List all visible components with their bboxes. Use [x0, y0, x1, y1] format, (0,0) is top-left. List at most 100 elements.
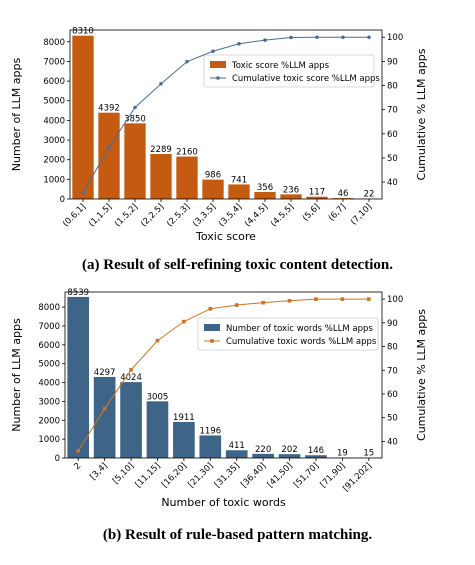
bar-1 — [93, 376, 116, 458]
x-tick-label: (1,1.5] — [87, 202, 114, 229]
legend-swatch-bar — [210, 61, 226, 68]
y-axis-label: Number of LLM apps — [10, 58, 23, 172]
y-tick-label: 4000 — [43, 116, 65, 126]
bar-2 — [124, 123, 146, 199]
data-label-3: 3005 — [147, 392, 169, 402]
y-tick-label: 3000 — [38, 397, 60, 407]
data-label-4: 2160 — [176, 148, 198, 158]
bar-2 — [120, 382, 142, 458]
bar-5 — [202, 179, 224, 199]
y-tick-label: 1000 — [43, 175, 65, 185]
data-label-8: 202 — [281, 445, 297, 455]
cumulative-point-11 — [367, 35, 371, 40]
legend-label-line: Cumulative toxic words %LLM apps — [226, 337, 377, 347]
legend-box — [203, 54, 375, 88]
cumulative-point-5 — [211, 49, 215, 54]
y2-axis-label: Cumulative % LLM apps — [415, 48, 428, 180]
y2-tick-label: 70 — [387, 366, 398, 376]
y-tick-label: 7000 — [38, 322, 60, 332]
cumulative-point-2 — [133, 105, 137, 110]
cumulative-point-6 — [234, 303, 239, 307]
cumulative-line — [82, 36, 369, 193]
y-axis-label: Number of LLM apps — [10, 318, 23, 432]
y2-tick-label: 80 — [387, 82, 398, 92]
cumulative-point-1 — [107, 145, 111, 150]
data-label-1: 4392 — [98, 104, 120, 114]
legend-label-bar: Toxic score %LLM apps — [231, 61, 330, 71]
y2-tick-label: 40 — [387, 437, 398, 447]
data-label-6: 741 — [231, 175, 247, 185]
data-label-5: 1196 — [199, 426, 221, 436]
bar-0 — [72, 35, 94, 199]
data-label-1: 4297 — [94, 368, 116, 378]
x-tick-label: [91,202] — [341, 461, 374, 494]
data-label-7: 356 — [257, 183, 273, 193]
cumulative-point-10 — [341, 35, 345, 40]
x-tick-label: [16,20] — [160, 461, 189, 490]
y-tick-label: 7000 — [43, 57, 65, 67]
bar-5 — [199, 435, 222, 458]
bar-1 — [98, 112, 120, 199]
y-tick-label: 8000 — [43, 38, 65, 48]
x-tick-label: [11,15] — [134, 461, 163, 490]
y2-tick-label: 50 — [387, 154, 398, 164]
y-tick-label: 3000 — [43, 136, 65, 146]
x-tick-label: (5,6] — [301, 202, 322, 223]
bar-4 — [176, 156, 198, 199]
x-axis-label: Toxic score — [195, 230, 256, 243]
cumulative-point-11 — [366, 297, 371, 301]
plot-frame — [64, 291, 383, 459]
x-tick-label: (4,4.5] — [243, 202, 270, 229]
caption-a: (a) Result of self-refining toxic conten… — [82, 257, 393, 273]
y2-tick-label: 90 — [387, 319, 398, 329]
x-tick-label: [51,70] — [292, 461, 321, 490]
cumulative-point-0 — [76, 449, 81, 453]
y2-tick-label: 60 — [387, 130, 398, 140]
cumulative-line — [77, 298, 369, 452]
data-label-10: 46 — [338, 189, 349, 199]
cumulative-point-2 — [129, 367, 133, 372]
bar-7 — [254, 192, 276, 199]
cumulative-point-9 — [314, 297, 318, 301]
legend-marker — [216, 76, 220, 80]
bar-3 — [150, 154, 172, 199]
data-label-9: 146 — [308, 446, 324, 456]
y2-tick-label: 40 — [387, 178, 398, 188]
cumulative-point-3 — [159, 82, 163, 86]
bar-8 — [280, 194, 302, 199]
data-label-2: 3850 — [124, 114, 146, 124]
x-tick-label: [21,30] — [186, 461, 215, 490]
bar-3 — [146, 401, 169, 458]
y2-tick-label: 90 — [387, 57, 398, 67]
x-tick-label: 2 — [72, 461, 83, 472]
x-tick-label: (0.6,1] — [61, 202, 88, 229]
bar-6 — [228, 184, 250, 199]
legend-label-line: Cumulative toxic score %LLM apps — [232, 74, 380, 84]
data-label-0: 8539 — [67, 288, 89, 298]
y-tick-label: 5000 — [38, 360, 60, 370]
y-tick-label: 6000 — [43, 77, 65, 87]
data-label-11: 22 — [364, 190, 375, 200]
data-label-8: 236 — [283, 185, 299, 195]
y2-tick-label: 100 — [387, 295, 403, 305]
data-label-11: 15 — [363, 449, 374, 459]
cumulative-point-7 — [261, 300, 265, 305]
y-tick-label: 6000 — [38, 341, 60, 351]
bar-4 — [173, 421, 195, 458]
y-tick-label: 2000 — [43, 156, 65, 166]
x-tick-label: (2,2.5] — [139, 202, 166, 229]
y-tick-label: 0 — [60, 195, 65, 205]
cumulative-point-5 — [208, 307, 213, 311]
y-tick-label: 5000 — [43, 97, 65, 107]
cumulative-point-7 — [263, 38, 267, 42]
bar-8 — [278, 454, 301, 458]
data-label-7: 220 — [255, 445, 271, 455]
y2-tick-label: 70 — [387, 106, 398, 116]
bar-6 — [225, 450, 248, 458]
bar-9 — [306, 196, 328, 199]
data-label-4: 1911 — [173, 413, 195, 423]
x-tick-label: (3,3.5] — [191, 202, 218, 229]
y2-tick-label: 80 — [387, 343, 398, 353]
bar-7 — [252, 453, 274, 458]
y2-tick-label: 50 — [387, 414, 398, 424]
